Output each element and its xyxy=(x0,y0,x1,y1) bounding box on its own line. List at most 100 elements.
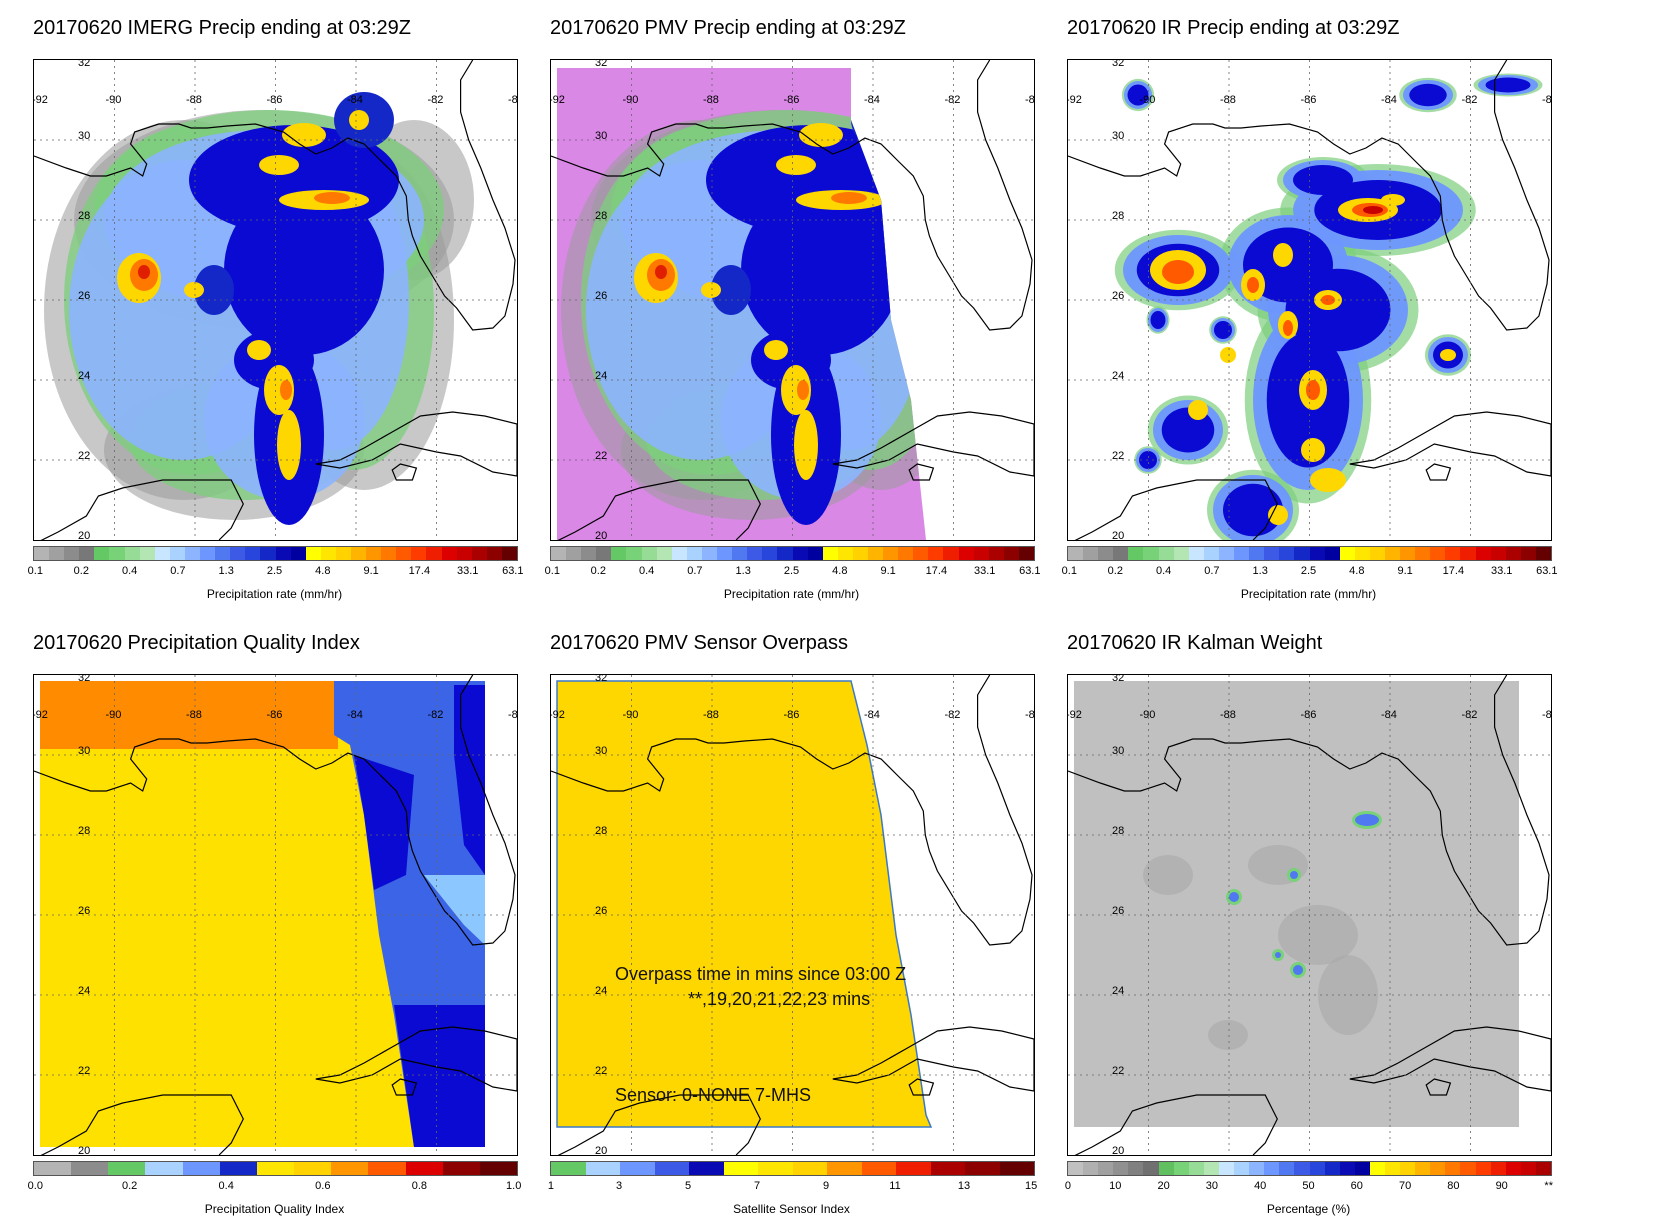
lon-label: -86 xyxy=(783,709,800,721)
colorbar-ticks: 0.1 0.2 0.4 0.7 1.3 2.5 4.8 9.1 17.4 33.1 63.1 xyxy=(1062,565,1558,581)
lat-label: 26 xyxy=(595,290,608,302)
colorbar-tick-label: 4.8 xyxy=(315,565,331,577)
colorbar-segment xyxy=(230,547,246,560)
lat-label: 26 xyxy=(78,905,91,917)
colorbar-segment xyxy=(701,547,718,560)
colorbar-segment xyxy=(290,547,306,560)
lon-label: -92 xyxy=(1067,709,1082,721)
colorbar-tick-label: 1.0 xyxy=(506,1180,522,1192)
colorbar-segment xyxy=(335,547,351,560)
lon-label: -88 xyxy=(703,94,719,106)
colorbar-segment xyxy=(837,547,853,560)
colorbar-segment xyxy=(1520,1162,1536,1175)
colorbar-tick-label: 40 xyxy=(1254,1180,1267,1192)
lat-label: 30 xyxy=(1112,745,1125,757)
colorbar-segment xyxy=(1445,547,1461,560)
map-field xyxy=(551,675,1034,1155)
colorbar-tick-label: 0.1 xyxy=(27,565,43,577)
colorbar-segment xyxy=(34,1162,72,1175)
colorbar-label: Precipitation rate (mm/hr) xyxy=(1240,587,1377,601)
colorbar-segment xyxy=(94,547,110,560)
colorbar-segment xyxy=(256,1162,295,1175)
colorbar-segment xyxy=(1294,547,1310,560)
coastline xyxy=(1068,60,1551,540)
lon-label: -88 xyxy=(1220,94,1236,106)
colorbar-segment xyxy=(965,1162,1000,1175)
lon-label: -84 xyxy=(347,94,363,106)
colorbar-tick-label: 20 xyxy=(1157,1180,1170,1192)
colorbar-segment xyxy=(1490,547,1506,560)
colorbar-segment xyxy=(108,1162,146,1175)
colorbar-segment xyxy=(145,1162,183,1175)
colorbar-segment xyxy=(1339,1162,1355,1175)
colorbar-segment xyxy=(200,547,216,560)
lon-label: -80 xyxy=(508,94,518,106)
colorbar-tick-label: 0.6 xyxy=(315,1180,331,1192)
colorbar-tick-label: ** xyxy=(1544,1180,1553,1192)
colorbar-tick-label: 0.2 xyxy=(590,565,606,577)
colorbar-tick-label: 33.1 xyxy=(973,565,996,577)
lon-label: -80 xyxy=(1025,709,1035,721)
colorbar-segment xyxy=(1324,1162,1340,1175)
colorbar-segment xyxy=(1384,1162,1401,1175)
lat-label: 22 xyxy=(78,1065,91,1077)
colorbar-tick-label: 7 xyxy=(753,1180,761,1192)
colorbar-segment xyxy=(1294,1162,1310,1175)
colorbar-tick-label: 70 xyxy=(1398,1180,1412,1192)
colorbar-segment xyxy=(1369,547,1385,560)
colorbar-segment xyxy=(1234,1162,1250,1175)
colorbar-tick-label: 1.3 xyxy=(218,565,234,577)
lon-label: -90 xyxy=(1139,709,1156,721)
colorbar-segment xyxy=(1143,1162,1159,1175)
colorbar-tick-label: 17.4 xyxy=(925,565,948,577)
colorbar-segment xyxy=(723,1162,758,1175)
lat-label: 20 xyxy=(595,530,608,541)
colorbar-ticks: 0 10 20 30 40 50 60 70 80 90 ** xyxy=(1065,1180,1553,1196)
colorbar-segment xyxy=(1490,1162,1506,1175)
colorbar-segment xyxy=(396,547,412,560)
colorbar-segment xyxy=(456,547,472,560)
colorbar-segment xyxy=(1003,547,1019,560)
lat-label: 32 xyxy=(1112,59,1125,69)
colorbar-segment xyxy=(807,547,823,560)
lon-label: -82 xyxy=(944,94,961,106)
colorbar-segment xyxy=(294,1162,332,1175)
lat-label: 22 xyxy=(1112,1065,1125,1077)
lat-label: 20 xyxy=(78,530,91,541)
lon-label: -88 xyxy=(1220,709,1236,721)
colorbar-label: Precipitation rate (mm/hr) xyxy=(206,587,343,601)
lat-label: 32 xyxy=(78,59,91,69)
lon-label: -92 xyxy=(33,94,48,106)
colorbar-segment xyxy=(1203,547,1219,560)
lon-label: -84 xyxy=(347,709,363,721)
colorbar-segment xyxy=(139,547,155,560)
lon-label: -86 xyxy=(1300,94,1317,106)
coastline xyxy=(551,60,1034,540)
colorbar-tick-label: 0.1 xyxy=(1061,565,1077,577)
lat-label: 20 xyxy=(595,1145,608,1156)
colorbar-segment xyxy=(1279,547,1295,560)
lon-label: -84 xyxy=(1381,709,1397,721)
map-imerg: -92 -90 -88 -86 -84 -82 -80 32 30 28 26 24 22 20 xyxy=(33,59,518,541)
colorbar-segment xyxy=(792,547,808,560)
lon-label: -86 xyxy=(1300,709,1317,721)
colorbar-segment xyxy=(215,547,231,560)
colorbar-segment xyxy=(1460,1162,1476,1175)
colorbar-tick-label: 0.4 xyxy=(218,1180,234,1192)
colorbar-segment xyxy=(260,547,276,560)
colorbar-segment xyxy=(1460,547,1476,560)
lat-label: 20 xyxy=(1112,1145,1125,1156)
colorbar-segment xyxy=(1083,1162,1099,1175)
lon-label: -82 xyxy=(427,94,444,106)
lat-label: 32 xyxy=(595,674,608,684)
colorbar-segment xyxy=(943,547,959,560)
lat-lon-grid xyxy=(551,675,1034,1155)
colorbar-segment xyxy=(1128,547,1144,560)
colorbar-segment xyxy=(1354,1162,1370,1175)
colorbar-tick-label: 2.5 xyxy=(266,565,283,577)
colorbar-tick-label: 50 xyxy=(1302,1180,1315,1192)
colorbar-segment xyxy=(275,547,291,560)
panel-title: 20170620 IMERG Precip ending at 03:29Z xyxy=(33,17,412,39)
colorbar-segment xyxy=(1264,547,1280,560)
colorbar-ticks: 1 3 5 7 9 11 13 15 xyxy=(548,1180,1037,1196)
